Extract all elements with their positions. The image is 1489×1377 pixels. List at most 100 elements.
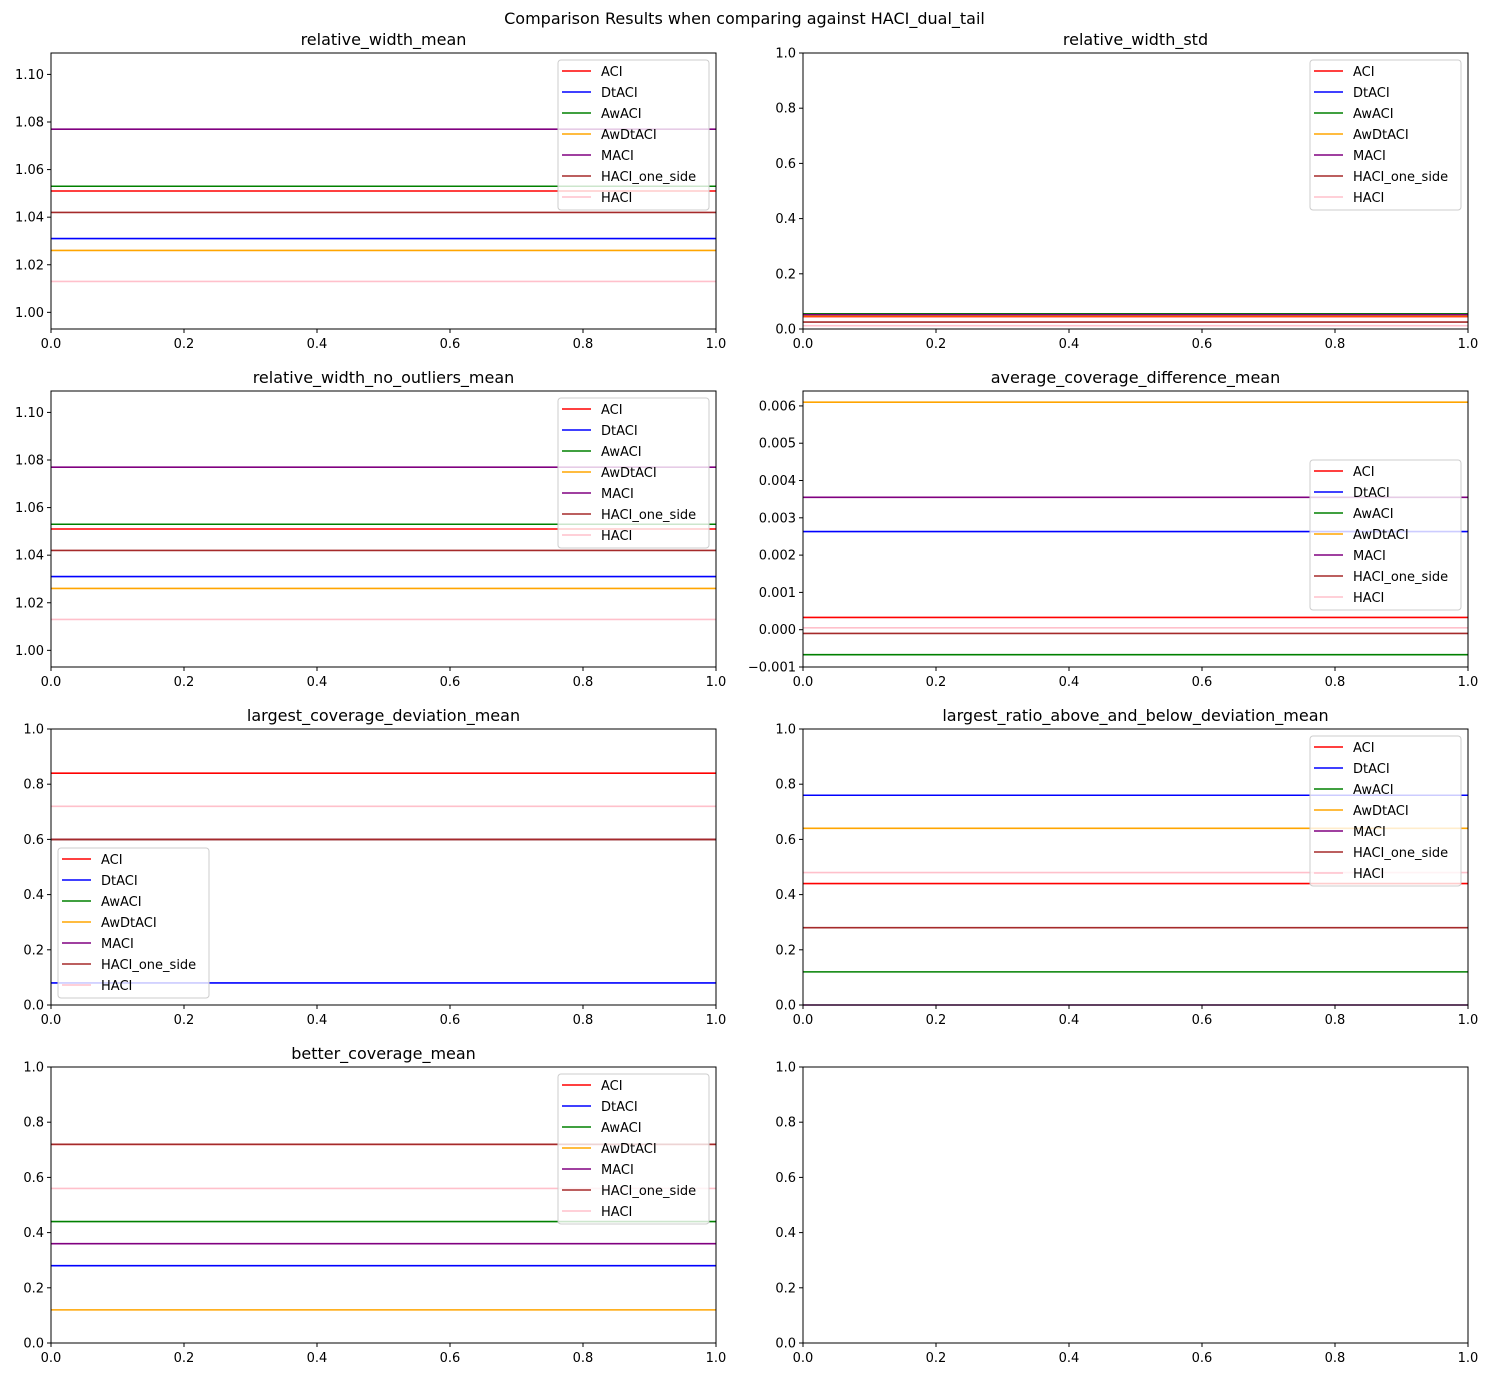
x-tick-label: 0.0 [41, 675, 62, 690]
legend-entry: HACI [101, 979, 132, 994]
y-tick-label: 0.6 [775, 833, 796, 848]
legend-frame [557, 397, 710, 549]
legend-entry: MACI [601, 149, 634, 164]
legend-frame [1309, 59, 1462, 211]
subplot-title: relative_width_no_outliers_mean [253, 368, 515, 388]
legend-entry: HACI_one_side [101, 958, 196, 973]
y-tick-label: 0.0 [23, 999, 44, 1014]
legend-entry: ACI [601, 1079, 623, 1094]
legend-entry: AwDtACI [1353, 128, 1409, 143]
x-tick-label: 1.0 [706, 337, 727, 352]
y-tick-label: 0.0 [775, 1337, 796, 1352]
y-tick-label: 1.08 [15, 116, 44, 131]
x-tick-label: 0.8 [1325, 337, 1346, 352]
legend-entry: HACI_one_side [601, 508, 696, 523]
legend-entry: HACI [601, 191, 632, 206]
y-tick-label: 1.06 [15, 163, 44, 178]
x-tick-label: 0.6 [1192, 675, 1213, 690]
subplot-title: better_coverage_mean [291, 1044, 476, 1064]
y-tick-label: 0.6 [775, 157, 796, 172]
x-tick-label: 1.0 [706, 1351, 727, 1366]
legend-entry: MACI [1353, 825, 1386, 840]
x-tick-label: 0.4 [307, 1013, 328, 1028]
x-tick-label: 0.0 [793, 1013, 814, 1028]
legend-entry: DtACI [1353, 762, 1390, 777]
legend-entry: ACI [601, 65, 623, 80]
legend-entry: AwDtACI [1353, 528, 1409, 543]
legend-entry: MACI [601, 487, 634, 502]
x-tick-label: 0.4 [307, 675, 328, 690]
legend-entry: DtACI [601, 1100, 638, 1115]
y-tick-label: 0.2 [775, 267, 796, 282]
axes-frame [802, 390, 1469, 668]
subplot-3: relative_width_no_outliers_mean 0.0 0.2 0.4… [15, 368, 726, 690]
axes-frame [50, 52, 717, 330]
x-tick-label: 0.2 [174, 675, 195, 690]
legend-entry: AwACI [1353, 107, 1394, 122]
y-tick-label: 0.4 [23, 888, 44, 903]
x-tick-label: 0.4 [307, 1351, 328, 1366]
legend-entry: AwDtACI [601, 128, 657, 143]
x-tick-label: 0.6 [440, 337, 461, 352]
y-tick-label: 0.6 [23, 833, 44, 848]
x-tick-label: 1.0 [1458, 1351, 1479, 1366]
x-tick-label: 1.0 [706, 1013, 727, 1028]
x-tick-label: 0.2 [174, 1351, 195, 1366]
legend-entry: HACI [1353, 191, 1384, 206]
legend-entry: DtACI [601, 86, 638, 101]
axes-frame [802, 52, 1469, 330]
legend-entry: AwDtACI [601, 1142, 657, 1157]
x-tick-label: 0.2 [174, 337, 195, 352]
subplot-2: relative_width_std 0.0 0.2 0.4 0.6 0.8 1.0 0.0 0… [775, 30, 1478, 352]
y-tick-label: 1.0 [775, 47, 796, 62]
x-tick-label: 0.8 [1325, 1351, 1346, 1366]
legend: ACI DtACI AwACI AwDtACI MACI HACI_one_side HAC… [557, 59, 710, 211]
figure-suptitle: Comparison Results when comparing agains… [504, 9, 985, 29]
legend: ACI DtACI AwACI AwDtACI MACI HACI_one_side HAC… [1309, 459, 1462, 611]
y-tick-label: 1.04 [15, 211, 44, 226]
y-tick-label: 1.00 [15, 306, 44, 321]
y-tick-label: 0.003 [759, 511, 796, 526]
y-tick-label: 0.8 [775, 778, 796, 793]
axes-frame [802, 1066, 1469, 1344]
x-tick-label: 0.0 [793, 337, 814, 352]
x-tick-label: 0.8 [573, 337, 594, 352]
y-tick-label: 1.00 [15, 644, 44, 659]
y-tick-label: 1.0 [775, 1061, 796, 1076]
legend-entry: AwACI [601, 1121, 642, 1136]
y-tick-label: 0.4 [775, 1226, 796, 1241]
legend-frame [557, 59, 710, 211]
y-tick-label: 0.2 [23, 943, 44, 958]
y-tick-label: 0.4 [23, 1226, 44, 1241]
legend-entry: MACI [1353, 549, 1386, 564]
legend-entry: DtACI [101, 874, 138, 889]
legend-entry: MACI [601, 1163, 634, 1178]
y-tick-label: 0.6 [23, 1171, 44, 1186]
y-tick-label: 0.0 [23, 1337, 44, 1352]
legend-entry: HACI_one_side [1353, 170, 1448, 185]
legend-entry: AwACI [1353, 783, 1394, 798]
x-tick-label: 0.0 [41, 337, 62, 352]
legend: ACI DtACI AwACI AwDtACI MACI HACI_one_side HAC… [1309, 735, 1462, 887]
y-tick-label: 0.4 [775, 888, 796, 903]
x-tick-label: 0.2 [926, 1351, 947, 1366]
subplot-6: largest_ratio_above_and_below_deviation_… [775, 706, 1478, 1028]
y-tick-label: 1.04 [15, 549, 44, 564]
y-tick-label: 0.004 [759, 474, 796, 489]
legend-entry: HACI_one_side [601, 1184, 696, 1199]
y-tick-label: 0.8 [775, 102, 796, 117]
legend-entry: AwACI [1353, 507, 1394, 522]
axes-frame [50, 728, 717, 1006]
axes-frame [50, 390, 717, 668]
subplot-1: relative_width_mean 0.0 0.2 0.4 0.6 0.8 1.0 1.0… [15, 30, 726, 352]
legend-entry: HACI_one_side [601, 170, 696, 185]
x-tick-label: 0.6 [1192, 1351, 1213, 1366]
y-tick-label: 0.0 [775, 999, 796, 1014]
y-tick-label: 1.10 [15, 68, 44, 83]
x-tick-label: 0.2 [926, 675, 947, 690]
y-tick-label: 1.06 [15, 501, 44, 516]
x-tick-label: 0.6 [440, 1013, 461, 1028]
y-tick-label: 0.0 [775, 323, 796, 338]
subplot-title: relative_width_std [1063, 30, 1208, 50]
